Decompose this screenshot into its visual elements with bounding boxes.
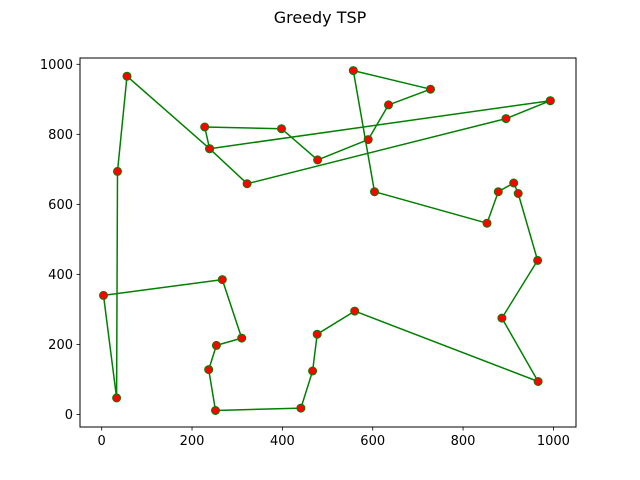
city-point bbox=[112, 393, 122, 403]
x-tick-label: 1000 bbox=[537, 434, 570, 449]
city-point bbox=[497, 313, 507, 323]
city-point bbox=[312, 329, 322, 339]
city-point bbox=[513, 189, 523, 198]
city-point bbox=[242, 179, 252, 189]
city-point bbox=[545, 96, 555, 106]
city-point bbox=[237, 333, 247, 343]
city-point bbox=[370, 187, 379, 197]
y-tick-label: 1000 bbox=[40, 58, 73, 73]
city-point bbox=[211, 340, 221, 350]
city-point bbox=[501, 114, 511, 124]
tour-path-layer bbox=[102, 69, 551, 412]
city-point bbox=[200, 122, 210, 132]
x-tick-label: 600 bbox=[360, 434, 385, 449]
city-point bbox=[99, 290, 108, 300]
axes-background bbox=[80, 58, 576, 427]
x-tick-label: 800 bbox=[451, 434, 476, 449]
city-point bbox=[493, 187, 503, 197]
city-point bbox=[205, 144, 215, 154]
city-point bbox=[277, 124, 286, 134]
y-tick-label: 200 bbox=[48, 338, 73, 353]
city-point bbox=[509, 178, 519, 188]
plot-area bbox=[79, 57, 577, 428]
y-tick-label: 800 bbox=[48, 128, 73, 143]
city-point bbox=[122, 71, 132, 81]
city-point bbox=[308, 366, 318, 376]
city-point bbox=[426, 84, 435, 94]
y-tick-label: 0 bbox=[65, 408, 73, 423]
city-point bbox=[363, 135, 373, 145]
city-point bbox=[296, 403, 306, 413]
city-point bbox=[350, 306, 360, 316]
city-point bbox=[313, 155, 323, 165]
y-axis: 0 200 400 600 800 1000 bbox=[40, 58, 80, 423]
city-point bbox=[217, 275, 227, 285]
x-tick-label: 0 bbox=[98, 434, 106, 449]
city-point bbox=[533, 377, 543, 386]
x-tick-label: 400 bbox=[270, 434, 295, 449]
x-axis: 0 200 400 600 800 1000 bbox=[98, 427, 570, 449]
city-point bbox=[348, 66, 358, 76]
city-point bbox=[113, 166, 122, 176]
city-point bbox=[482, 218, 492, 228]
city-point bbox=[204, 365, 214, 375]
x-tick-label: 200 bbox=[180, 434, 205, 449]
city-points-layer bbox=[99, 66, 555, 415]
y-tick-label: 400 bbox=[48, 268, 73, 283]
city-point bbox=[211, 406, 220, 415]
tour-path-line bbox=[102, 69, 551, 412]
axes-frame bbox=[79, 57, 577, 428]
chart-title: Greedy TSP bbox=[274, 8, 367, 27]
city-point bbox=[384, 100, 393, 110]
y-tick-label: 600 bbox=[48, 198, 73, 213]
city-point bbox=[533, 255, 543, 265]
